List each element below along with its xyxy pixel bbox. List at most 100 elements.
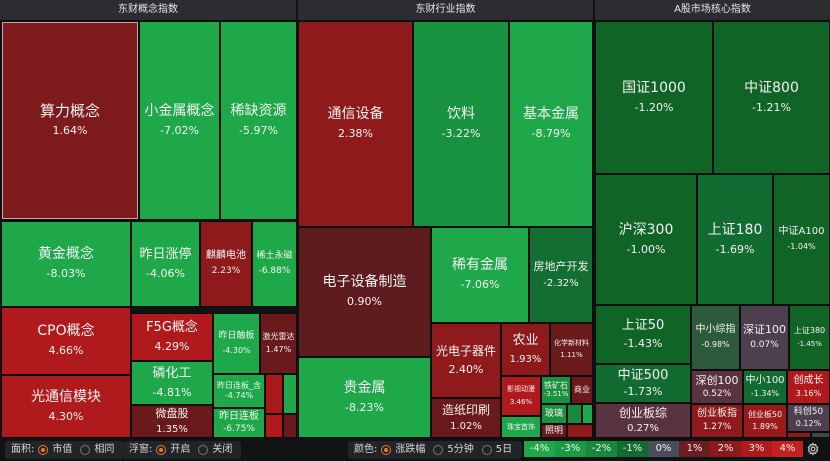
tile-name: 稀土永磁 — [256, 250, 293, 261]
tile-concept[interactable]: 黄金概念 -8.03% — [1, 221, 131, 307]
tile-core-index[interactable]: 创业板指 1.27% — [691, 404, 743, 438]
tile-name: 中小综指 — [695, 324, 736, 336]
tile-core-index[interactable]: 深创100 0.52% — [691, 370, 743, 404]
tile-value: 0.90% — [347, 295, 382, 309]
tile-value: 1.93% — [509, 353, 542, 365]
tile-industry[interactable]: 造纸印刷 1.02% — [431, 398, 501, 438]
color-option-5day[interactable]: 5日 — [495, 444, 513, 455]
tile-concept[interactable]: 微盘股 1.35% — [131, 405, 213, 438]
tile-name: 珠宝首饰 — [507, 422, 535, 431]
color-option-change[interactable]: 涨跌幅 — [395, 444, 426, 455]
tile-concept[interactable]: 昨日连板_含 -4.74% — [213, 374, 265, 408]
color-radio-change[interactable] — [381, 445, 392, 455]
tile-industry[interactable]: 农业 1.93% — [501, 323, 550, 376]
tile-industry[interactable]: 贵金属 -8.23% — [298, 357, 431, 438]
tile-concept[interactable]: CPO概念 4.66% — [1, 307, 131, 375]
tile-concept[interactable]: 昨日连板 -6.75% — [213, 408, 265, 438]
tile-industry[interactable]: 化学新材料 1.11% — [550, 323, 593, 376]
tile-concept[interactable]: 光通信模块 4.30% — [1, 375, 131, 438]
area-option-market-cap[interactable]: 市值 — [52, 444, 73, 455]
tile-core-index[interactable]: 国证1000 -1.20% — [595, 21, 713, 174]
tile-concept[interactable]: F5G概念 4.29% — [131, 313, 213, 361]
tile-industry-small[interactable] — [582, 404, 593, 424]
tile-name: 深创100 — [695, 373, 739, 387]
tile-concept[interactable]: 昨日涨停 -4.06% — [131, 221, 200, 307]
tile-industry[interactable]: 玻璃 — [541, 404, 567, 424]
tile-concept-small[interactable] — [265, 374, 283, 414]
tile-industry-small[interactable] — [567, 424, 593, 438]
tile-value: -1.21% — [752, 100, 791, 114]
tile-core-index[interactable]: 上证180 -1.69% — [697, 174, 773, 305]
tile-core-index[interactable]: 中证500 -1.73% — [595, 364, 691, 403]
tile-industry[interactable]: 铁矿石 -3.51% — [541, 376, 571, 404]
tile-concept[interactable]: 小金属概念 -7.02% — [139, 21, 220, 220]
tile-value: -1.20% — [634, 100, 674, 114]
tile-name: 算力概念 — [39, 102, 100, 121]
tile-core-index[interactable]: 创成长 3.16% — [787, 370, 830, 404]
tile-industry-small[interactable] — [567, 404, 582, 424]
settings-gear-icon[interactable] — [806, 442, 820, 456]
tile-name: F5G概念 — [146, 320, 198, 336]
tile-value: 0.27% — [627, 423, 659, 435]
tile-core-index[interactable]: 创业板50 1.89% — [743, 404, 787, 438]
color-radio-5min[interactable] — [433, 445, 444, 455]
tile-core-index[interactable]: 中小综指 -0.98% — [691, 305, 740, 370]
tile-industry[interactable]: 商业 — [571, 376, 593, 404]
tile-core-index[interactable]: 上证380 -1.45% — [789, 305, 830, 370]
tile-industry[interactable]: 照明 — [541, 424, 567, 438]
tile-name: 激光雷达 — [262, 331, 295, 341]
float-radio-off[interactable] — [198, 445, 209, 455]
tile-core-index[interactable]: 中证800 -1.21% — [713, 21, 830, 174]
area-option-equal[interactable]: 相同 — [94, 444, 115, 455]
color-radio-5day[interactable] — [481, 445, 492, 455]
tile-concept-small[interactable] — [283, 414, 297, 438]
tile-industry[interactable]: 房地产开发 -2.32% — [529, 227, 593, 323]
float-option-on[interactable]: 开启 — [170, 444, 191, 455]
tile-core-index[interactable]: 中小100 -1.34% — [743, 370, 787, 404]
tile-industry[interactable]: 饮料 -3.22% — [413, 21, 509, 227]
tile-name: 电子设备制造 — [322, 274, 407, 291]
tile-concept[interactable]: 昨日触板 -4.30% — [213, 313, 260, 374]
tile-value: 1.35% — [156, 423, 188, 435]
tile-concept[interactable]: 磷化工 -4.81% — [131, 361, 213, 405]
area-radio-equal[interactable] — [80, 445, 91, 455]
tile-industry[interactable]: 稀有金属 -7.06% — [431, 227, 529, 323]
legend-swatch: 3% — [741, 441, 772, 457]
tile-name: 上证380 — [793, 326, 826, 336]
tile-value: 2.23% — [211, 266, 241, 277]
tile-core-index[interactable]: 沪深300 -1.00% — [595, 174, 697, 305]
tile-industry[interactable]: 光电子器件 2.40% — [431, 323, 501, 398]
float-option-group: 浮窗: 开启 关闭 — [123, 441, 241, 459]
tile-concept[interactable]: 稀缺资源 -5.97% — [220, 21, 297, 220]
tile-industry[interactable]: 电子设备制造 0.90% — [298, 227, 431, 357]
tile-value: 1.47% — [265, 345, 292, 355]
tile-value: -7.06% — [460, 278, 500, 292]
tile-name: 上证50 — [621, 317, 665, 333]
legend-swatch: -1% — [617, 441, 648, 457]
tile-concept[interactable]: 麒麟电池 2.23% — [200, 221, 252, 307]
tile-industry[interactable]: 通信设备 2.38% — [298, 21, 413, 227]
tile-core-small[interactable] — [787, 432, 811, 438]
tile-concept[interactable]: 激光雷达 1.47% — [260, 313, 297, 374]
tile-core-index[interactable]: 创业板综 0.27% — [595, 403, 691, 438]
tile-core-index[interactable]: 深证100 0.07% — [740, 305, 789, 370]
tile-concept[interactable]: 算力概念 1.64% — [1, 21, 139, 220]
tile-core-index[interactable]: 中证A100 -1.04% — [773, 174, 830, 305]
color-option-5min[interactable]: 5分钟 — [447, 444, 474, 455]
tile-value: -1.04% — [787, 242, 816, 252]
tile-value: 1.27% — [702, 422, 732, 433]
tile-industry[interactable]: 基本金属 -8.79% — [509, 21, 593, 227]
float-radio-on[interactable] — [156, 445, 167, 455]
tile-industry[interactable]: 影视动漫 3.46% — [501, 376, 541, 416]
tile-core-index[interactable]: 上证50 -1.43% — [595, 305, 691, 364]
tile-value: -4.74% — [224, 391, 254, 401]
float-option-off[interactable]: 关闭 — [212, 444, 233, 455]
tile-industry[interactable]: 珠宝首饰 — [501, 416, 541, 438]
tile-concept-small[interactable] — [283, 374, 297, 414]
tile-concept[interactable]: 稀土永磁 -6.88% — [252, 221, 297, 307]
tile-concept-small[interactable] — [265, 414, 283, 438]
tile-core-index[interactable]: 科创50 0.12% — [787, 404, 830, 432]
area-radio-market-cap[interactable] — [38, 445, 49, 455]
tile-value: 0.52% — [702, 388, 732, 399]
tile-name: 国证1000 — [622, 79, 686, 96]
